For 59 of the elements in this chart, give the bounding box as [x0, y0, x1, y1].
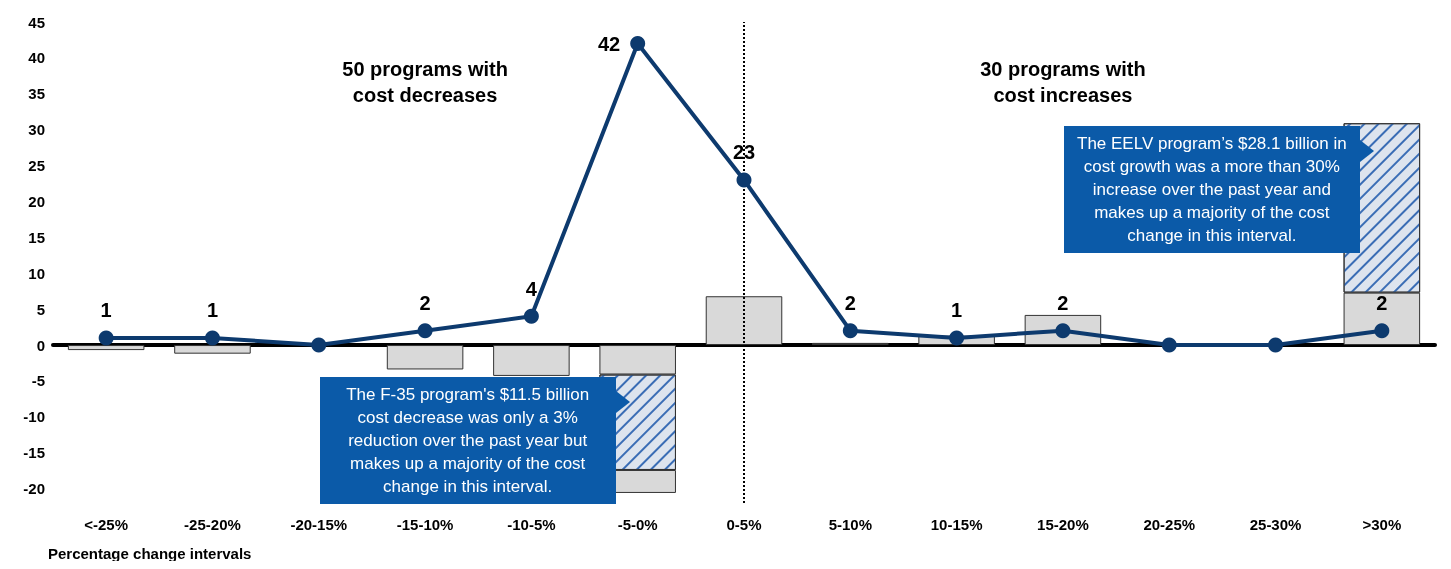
x-tick-label: -10-5% — [507, 516, 556, 533]
x-tick-label: 15-20% — [1037, 516, 1089, 533]
x-tick-label: 20-25% — [1143, 516, 1196, 533]
point — [842, 323, 858, 339]
annotation: 50 programs with cost decreases — [342, 58, 508, 106]
point — [417, 323, 433, 339]
x-tick-label: <-25% — [84, 516, 129, 533]
x-tick-label: -5-0% — [617, 516, 658, 533]
point — [630, 36, 646, 52]
annotation: The EELV program’s $28.1 billion in cost growth was a more than 30% increase over the past year and makes up a majority of the cost change in this interval. — [1063, 125, 1360, 253]
y-tick-label: 35 — [28, 85, 45, 103]
y-tick-label: 5 — [36, 300, 45, 318]
y-tick-label: -20 — [23, 480, 45, 498]
data-label: 2 — [419, 292, 431, 315]
point — [98, 330, 114, 346]
x-tick-label: 10-15% — [930, 516, 983, 533]
point — [736, 172, 752, 188]
x-tick-label: 5-10% — [828, 516, 872, 533]
data-label: 2 — [1376, 292, 1388, 315]
data-label: 1 — [206, 299, 219, 322]
x-tick-label: 25-30% — [1249, 516, 1302, 533]
x-tick-label: -20-15% — [290, 516, 348, 533]
data-label: 2 — [844, 292, 856, 315]
bar — [386, 345, 464, 370]
bar — [67, 345, 145, 351]
annotation: The F-35 program's $11.5 billion cost decrease was only a 3% reduction over the past year but makes up a majority of the cost change in this interval. — [319, 376, 616, 504]
x-tick-label: 0-5% — [726, 516, 762, 533]
point — [1374, 323, 1390, 339]
data-label: 42 — [597, 32, 621, 55]
y-tick-label: -5 — [31, 372, 45, 390]
x-tick-label: >30% — [1362, 516, 1402, 533]
point — [1055, 323, 1071, 339]
y-tick-label: 30 — [28, 121, 45, 139]
y-tick-label: 15 — [28, 228, 45, 246]
point — [311, 337, 327, 353]
point — [1161, 337, 1177, 353]
data-label: 1 — [951, 299, 963, 322]
y-tick-label: -10 — [23, 408, 45, 426]
annotation: 30 programs with cost increases — [980, 58, 1146, 106]
point — [523, 308, 539, 324]
point — [204, 330, 220, 346]
data-label: 23 — [732, 141, 756, 164]
y-tick-label: 0 — [36, 336, 45, 354]
y-tick-label: -15 — [23, 444, 45, 462]
bar — [493, 345, 570, 376]
x-tick-label: -15-10% — [396, 516, 454, 533]
x-tick-label: -25-20% — [184, 516, 241, 533]
data-label: 1 — [100, 299, 112, 322]
bar — [174, 345, 251, 354]
data-label: 4 — [525, 277, 538, 300]
data-label: 2 — [1057, 292, 1069, 315]
point — [1268, 337, 1284, 353]
bar — [705, 296, 783, 346]
y-tick-label: 20 — [28, 192, 45, 210]
y-tick-label: 25 — [28, 157, 45, 175]
y-tick-label: 40 — [28, 49, 45, 67]
point — [949, 330, 965, 346]
y-tick-label: 10 — [28, 264, 45, 282]
y-tick-label: 45 — [28, 13, 45, 31]
